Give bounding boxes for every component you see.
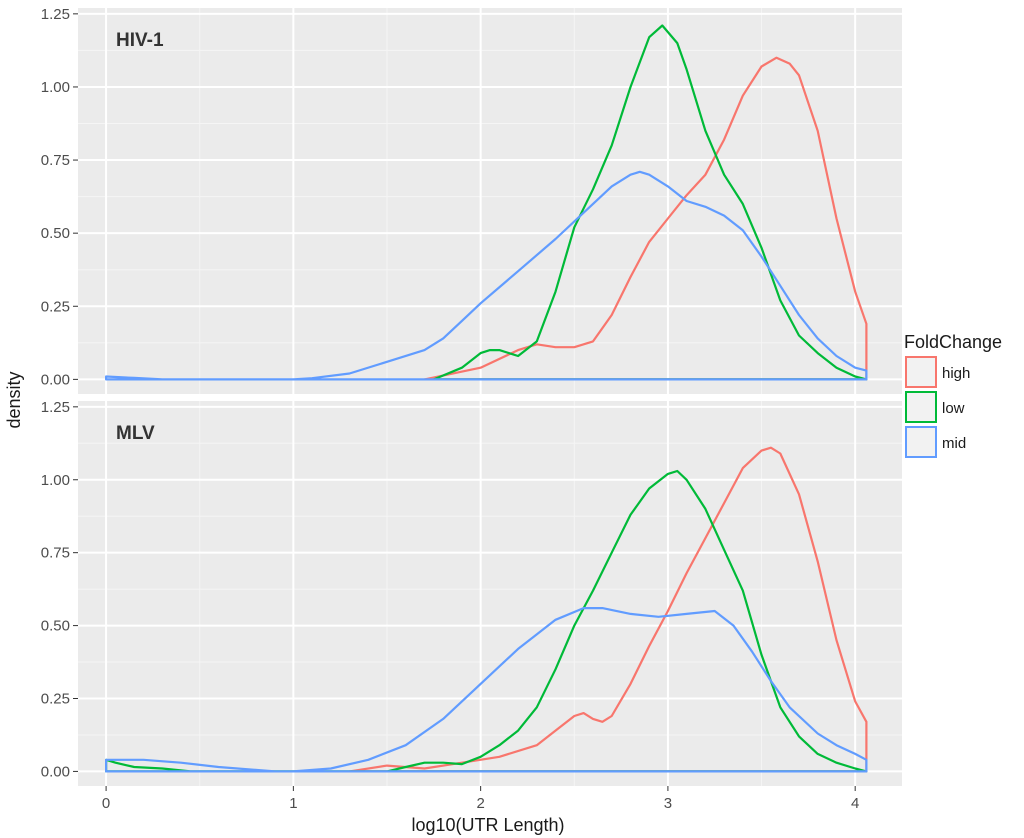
legend: FoldChange high low mid	[904, 332, 1002, 458]
density-curve-high	[423, 56, 868, 381]
panel-label: MLV	[116, 423, 155, 444]
x-tick-label: 2	[476, 795, 484, 812]
legend-label-mid: mid	[942, 435, 966, 452]
legend-label-low: low	[942, 400, 965, 417]
y-axis-title: density	[4, 371, 24, 428]
legend-label-high: high	[942, 365, 970, 382]
y-tick-label: 0.75	[41, 152, 70, 169]
panel-label: HIV-1	[116, 30, 164, 51]
panels-layer: 0.00 0.25 0.50 0.75 1.00 1.25 HIV-1 0.00 0.25 0.5…	[41, 6, 902, 786]
y-tick-label: 0.50	[41, 618, 70, 635]
legend-title: FoldChange	[904, 332, 1002, 352]
y-tick-label: 0.75	[41, 545, 70, 562]
legend-key-high	[905, 356, 937, 388]
panel-background	[78, 401, 902, 786]
x-tick-label: 3	[664, 795, 672, 812]
y-tick-label: 1.25	[41, 399, 70, 416]
x-tick-label: 0	[102, 795, 110, 812]
panel-mlv: 0.00 0.25 0.50 0.75 1.00 1.25 MLV	[41, 399, 902, 786]
y-tick-label: 0.50	[41, 225, 70, 242]
y-tick-label: 1.25	[41, 6, 70, 23]
panel-background	[78, 8, 902, 394]
density-curve-mid	[105, 607, 868, 773]
y-tick-label: 1.00	[41, 79, 70, 96]
y-tick-label: 0.00	[41, 371, 70, 388]
density-curve-mid	[105, 170, 868, 381]
legend-key-mid	[905, 426, 937, 458]
x-tick-label: 1	[289, 795, 297, 812]
legend-key-low	[905, 391, 937, 423]
x-tick-label: 4	[851, 795, 859, 812]
x-axis-title: log10(UTR Length)	[411, 815, 564, 835]
density-curve-low	[432, 24, 868, 381]
y-tick-label: 0.25	[41, 691, 70, 708]
x-axis: 0 1 2 3 4	[102, 786, 859, 812]
y-tick-label: 0.25	[41, 298, 70, 315]
panel-hiv-1: 0.00 0.25 0.50 0.75 1.00 1.25 HIV-1	[41, 6, 902, 394]
y-tick-label: 0.00	[41, 763, 70, 780]
density-curve-high	[348, 446, 868, 773]
y-tick-label: 1.00	[41, 472, 70, 489]
